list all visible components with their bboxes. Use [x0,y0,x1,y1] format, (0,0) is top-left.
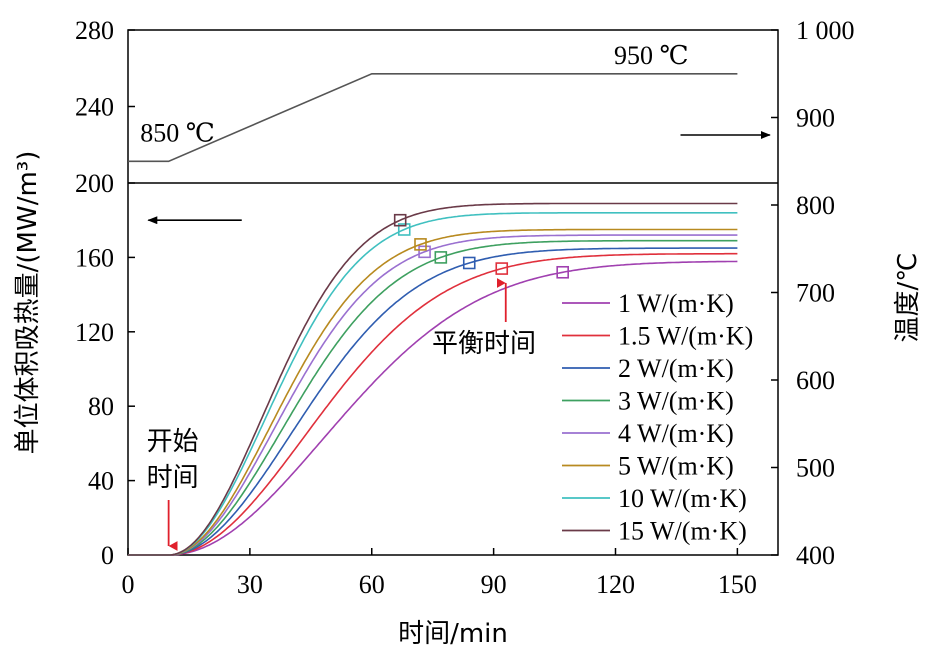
balance-marker-7 [393,213,407,227]
x-tick-label: 0 [122,570,135,599]
y-left-tick-label: 40 [88,467,114,496]
x-tick-label: 30 [237,570,263,599]
y-left-tick-label: 0 [101,541,114,570]
legend-label-4: 4 W/(m·K) [618,419,734,448]
balance-marker-3 [434,251,448,264]
series-line-1 [128,252,738,556]
temperature-end-label: 950 ℃ [614,41,689,70]
y-left-top-tick-label: 280 [75,16,114,45]
legend-label-0: 1 W/(m·K) [618,289,734,318]
series-line-3 [128,239,738,556]
x-tick-label: 150 [718,570,757,599]
x-axis-label: 时间/min [398,619,508,649]
balance-marker-5 [414,238,427,251]
balance-time-label: 平衡时间 [432,329,536,359]
series-line-2 [128,247,738,556]
y-left-axis-label: 单位体积吸热量/(MW/m³) [13,151,43,455]
y-left-tick-label: 120 [75,318,114,347]
balance-marker-0 [556,265,569,279]
y-left-tick-label: 160 [75,243,114,272]
y-right-tick-label: 600 [796,366,835,395]
start-time-label: 时间 [147,463,199,493]
y-right-tick-label: 700 [796,279,835,308]
series-line-5 [128,228,738,556]
y-right-tick-label: 500 [796,454,835,483]
x-tick-label: 60 [359,570,385,599]
series-line-4 [128,234,738,556]
start-time-label: 开始 [147,427,199,457]
balance-marker-2 [462,256,476,270]
legend-label-3: 3 W/(m·K) [618,387,734,416]
legend-label-6: 10 W/(m·K) [618,484,747,513]
series-line-6 [128,212,738,556]
x-tick-label: 90 [481,570,507,599]
y-left-top-tick-label: 240 [75,93,114,122]
series-line-0 [128,260,738,556]
temperature-start-label: 850 ℃ [140,118,215,147]
series-line-7 [128,202,738,556]
y-right-tick-label: 400 [796,541,835,570]
legend-label-7: 15 W/(m·K) [618,517,747,546]
y-right-tick-label: 900 [796,104,835,133]
y-right-tick-label: 1 000 [796,16,855,45]
legend-label-1: 1.5 W/(m·K) [618,322,753,351]
balance-marker-4 [418,245,431,259]
balance-marker-1 [495,262,509,275]
x-tick-label: 120 [596,570,635,599]
y-left-tick-label: 80 [88,392,114,421]
y-left-top-tick-label: 200 [75,169,114,198]
y-right-axis-label: 温度/℃ [893,253,923,343]
legend-label-2: 2 W/(m·K) [618,354,734,383]
legend-label-5: 5 W/(m·K) [618,452,734,481]
balance-marker-6 [397,223,411,236]
temperature-line [128,73,738,163]
y-right-tick-label: 800 [796,191,835,220]
